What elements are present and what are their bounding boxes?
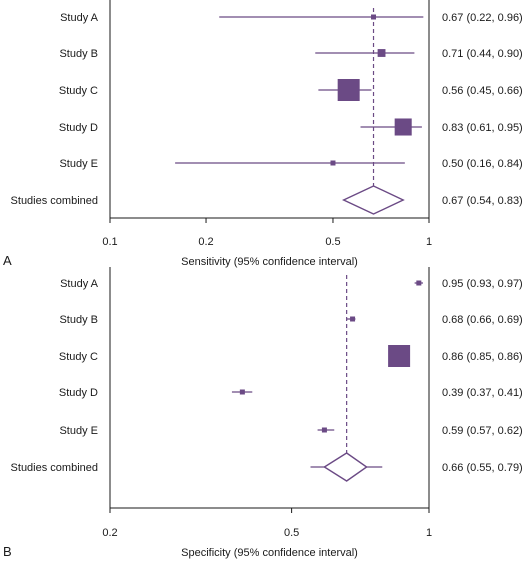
panel-a-study-point-0 — [371, 14, 377, 20]
panel-b-study-point-0 — [416, 280, 422, 286]
panel-b-study-value-1: 0.68 (0.66, 0.69) — [442, 314, 523, 326]
panel-a-panel-letter: A — [3, 253, 12, 268]
panel-b-x-tick-label-1: 0.5 — [284, 527, 299, 539]
panel-b-combined-label: Studies combined — [11, 462, 98, 474]
panel-a-study-point-3 — [394, 118, 412, 136]
panel-b-study-value-4: 0.59 (0.57, 0.62) — [442, 425, 523, 437]
panel-a-study-value-3: 0.83 (0.61, 0.95) — [442, 122, 523, 134]
panel-a-combined-diamond — [341, 185, 405, 215]
panel-b-study-point-3 — [239, 389, 245, 395]
panel-a-x-tick-label-3: 1 — [426, 236, 432, 248]
panel-b-study-label-3: Study D — [59, 387, 98, 399]
panel-a-study-point-4 — [330, 160, 336, 166]
panel-a-study-value-2: 0.56 (0.45, 0.66) — [442, 85, 523, 97]
panel-a-study-point-1 — [377, 49, 386, 57]
panel-a-study-label-3: Study D — [59, 122, 98, 134]
panel-a-study-label-0: Study A — [60, 12, 99, 24]
panel-b-combined-value: 0.66 (0.55, 0.79) — [442, 462, 523, 474]
panel-b-panel-letter: B — [3, 544, 12, 559]
panel-a-x-tick-label-2: 0.5 — [325, 236, 340, 248]
panel-b-study-label-2: Study C — [59, 351, 98, 363]
panel-b-x-tick-label-2: 1 — [426, 527, 432, 539]
panel-b-study-point-2 — [388, 345, 411, 367]
panel-b-study-label-4: Study E — [59, 425, 98, 437]
panel-b-study-value-0: 0.95 (0.93, 0.97) — [442, 278, 523, 290]
panel-a-study-label-4: Study E — [59, 158, 98, 170]
panel-b-study-point-4 — [321, 427, 327, 433]
panel-a-study-value-1: 0.71 (0.44, 0.90) — [442, 48, 523, 60]
panel-b-study-label-1: Study B — [59, 314, 98, 326]
panel-a-study-label-2: Study C — [59, 85, 98, 97]
panel-b-x-axis-label: Specificity (95% confidence interval) — [181, 547, 358, 559]
panel-a-combined-label: Studies combined — [11, 195, 98, 207]
panel-a-x-axis-label: Sensitivity (95% confidence interval) — [181, 256, 358, 268]
panel-b-study-point-1 — [350, 316, 356, 322]
panel-b-study-value-2: 0.86 (0.85, 0.86) — [442, 351, 523, 363]
panel-b-x-tick-label-0: 0.2 — [102, 527, 117, 539]
panel-b-study-value-3: 0.39 (0.37, 0.41) — [442, 387, 523, 399]
panel-a-study-label-1: Study B — [59, 48, 98, 60]
panel-a-study-point-2 — [337, 79, 360, 101]
panel-a-study-value-4: 0.50 (0.16, 0.84) — [442, 158, 523, 170]
panel-a-x-tick-label-0: 0.1 — [102, 236, 117, 248]
panel-a-x-tick-label-1: 0.2 — [198, 236, 213, 248]
panel-a-study-value-0: 0.67 (0.22, 0.96) — [442, 12, 523, 24]
panel-b-combined-diamond — [323, 452, 368, 482]
panel-a-combined-value: 0.67 (0.54, 0.83) — [442, 195, 523, 207]
panel-b-study-label-0: Study A — [60, 278, 99, 290]
